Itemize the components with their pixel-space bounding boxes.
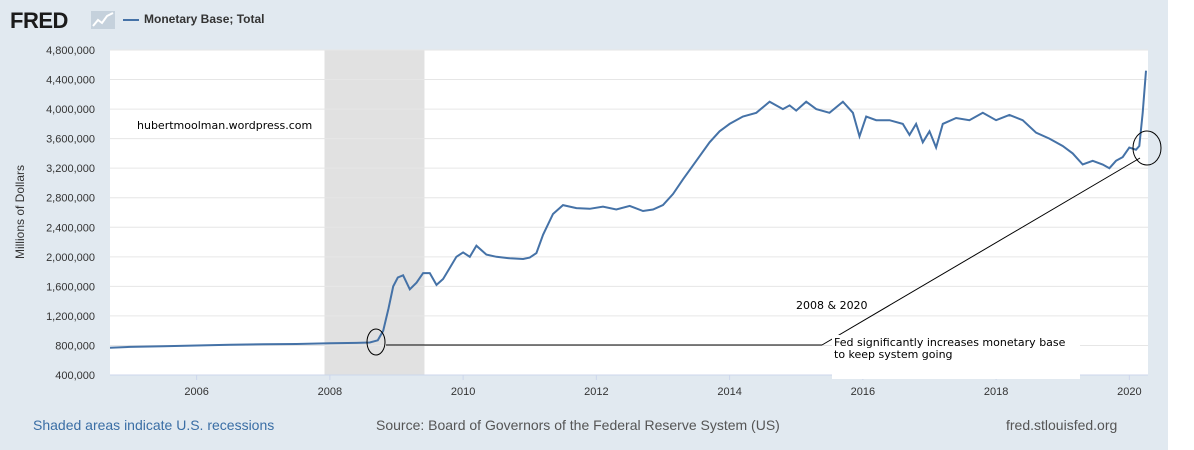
watermark-bg <box>135 116 315 136</box>
recession-band <box>324 50 425 375</box>
y-tick-label: 800,000 <box>55 340 95 352</box>
recession-note-link[interactable]: Shaded areas indicate U.S. recessions <box>33 417 275 433</box>
y-axis-ticks: 400,000 800,000 1,200,000 1,600,000 2,000,00… <box>46 45 95 382</box>
y-axis-label: Millions of Dollars <box>13 165 27 259</box>
x-tick-label: 2010 <box>451 386 475 398</box>
x-tick-label: 2012 <box>584 386 608 398</box>
y-tick-label: 400,000 <box>55 370 95 382</box>
series-line <box>109 70 1147 349</box>
x-tick-label: 2006 <box>184 386 208 398</box>
y-tick-label: 2,400,000 <box>46 222 95 234</box>
x-tick-label: 2014 <box>717 386 741 398</box>
y-tick-label: 3,600,000 <box>46 134 95 146</box>
y-tick-label: 2,800,000 <box>46 193 95 205</box>
recession-shading <box>324 50 425 375</box>
x-axis-ticks: 2006 2008 2010 2012 2014 2016 2018 2020 <box>110 374 1148 398</box>
fred-graph-icon <box>91 11 115 29</box>
annotation-note-line2: to keep system going <box>834 348 953 361</box>
watermark-text: hubertmoolman.wordpress.com <box>137 119 312 132</box>
y-tick-label: 4,800,000 <box>46 45 95 57</box>
y-tick-label: 2,000,000 <box>46 252 95 264</box>
legend-label: Monetary Base; Total <box>144 12 265 26</box>
pointer-line-2020 <box>821 157 1141 346</box>
x-tick-label: 2020 <box>1117 386 1141 398</box>
highlight-circle-2020 <box>1132 130 1162 166</box>
legend-swatch <box>123 19 139 21</box>
plot-area <box>110 50 1148 375</box>
y-tick-label: 1,600,000 <box>46 281 95 293</box>
line-chart: 400,000 800,000 1,200,000 1,600,000 2,000,00… <box>13 45 1162 398</box>
note-bg <box>832 335 1080 379</box>
y-tick-label: 4,000,000 <box>46 104 95 116</box>
annotation-years: 2008 & 2020 <box>796 299 868 312</box>
x-tick-label: 2008 <box>318 386 342 398</box>
fred-logo[interactable]: FRED <box>10 8 68 33</box>
highlight-circle-2008 <box>366 328 386 356</box>
y-tick-label: 3,200,000 <box>46 163 95 175</box>
site-link[interactable]: fred.stlouisfed.org <box>1006 417 1118 433</box>
source-text: Source: Board of Governors of the Federa… <box>376 417 780 433</box>
x-tick-label: 2018 <box>984 386 1008 398</box>
annotation-note-line1: Fed significantly increases monetary bas… <box>834 336 1066 349</box>
y-tick-label: 1,200,000 <box>46 311 95 323</box>
y-tick-label: 4,400,000 <box>46 75 95 87</box>
x-tick-label: 2016 <box>851 386 875 398</box>
